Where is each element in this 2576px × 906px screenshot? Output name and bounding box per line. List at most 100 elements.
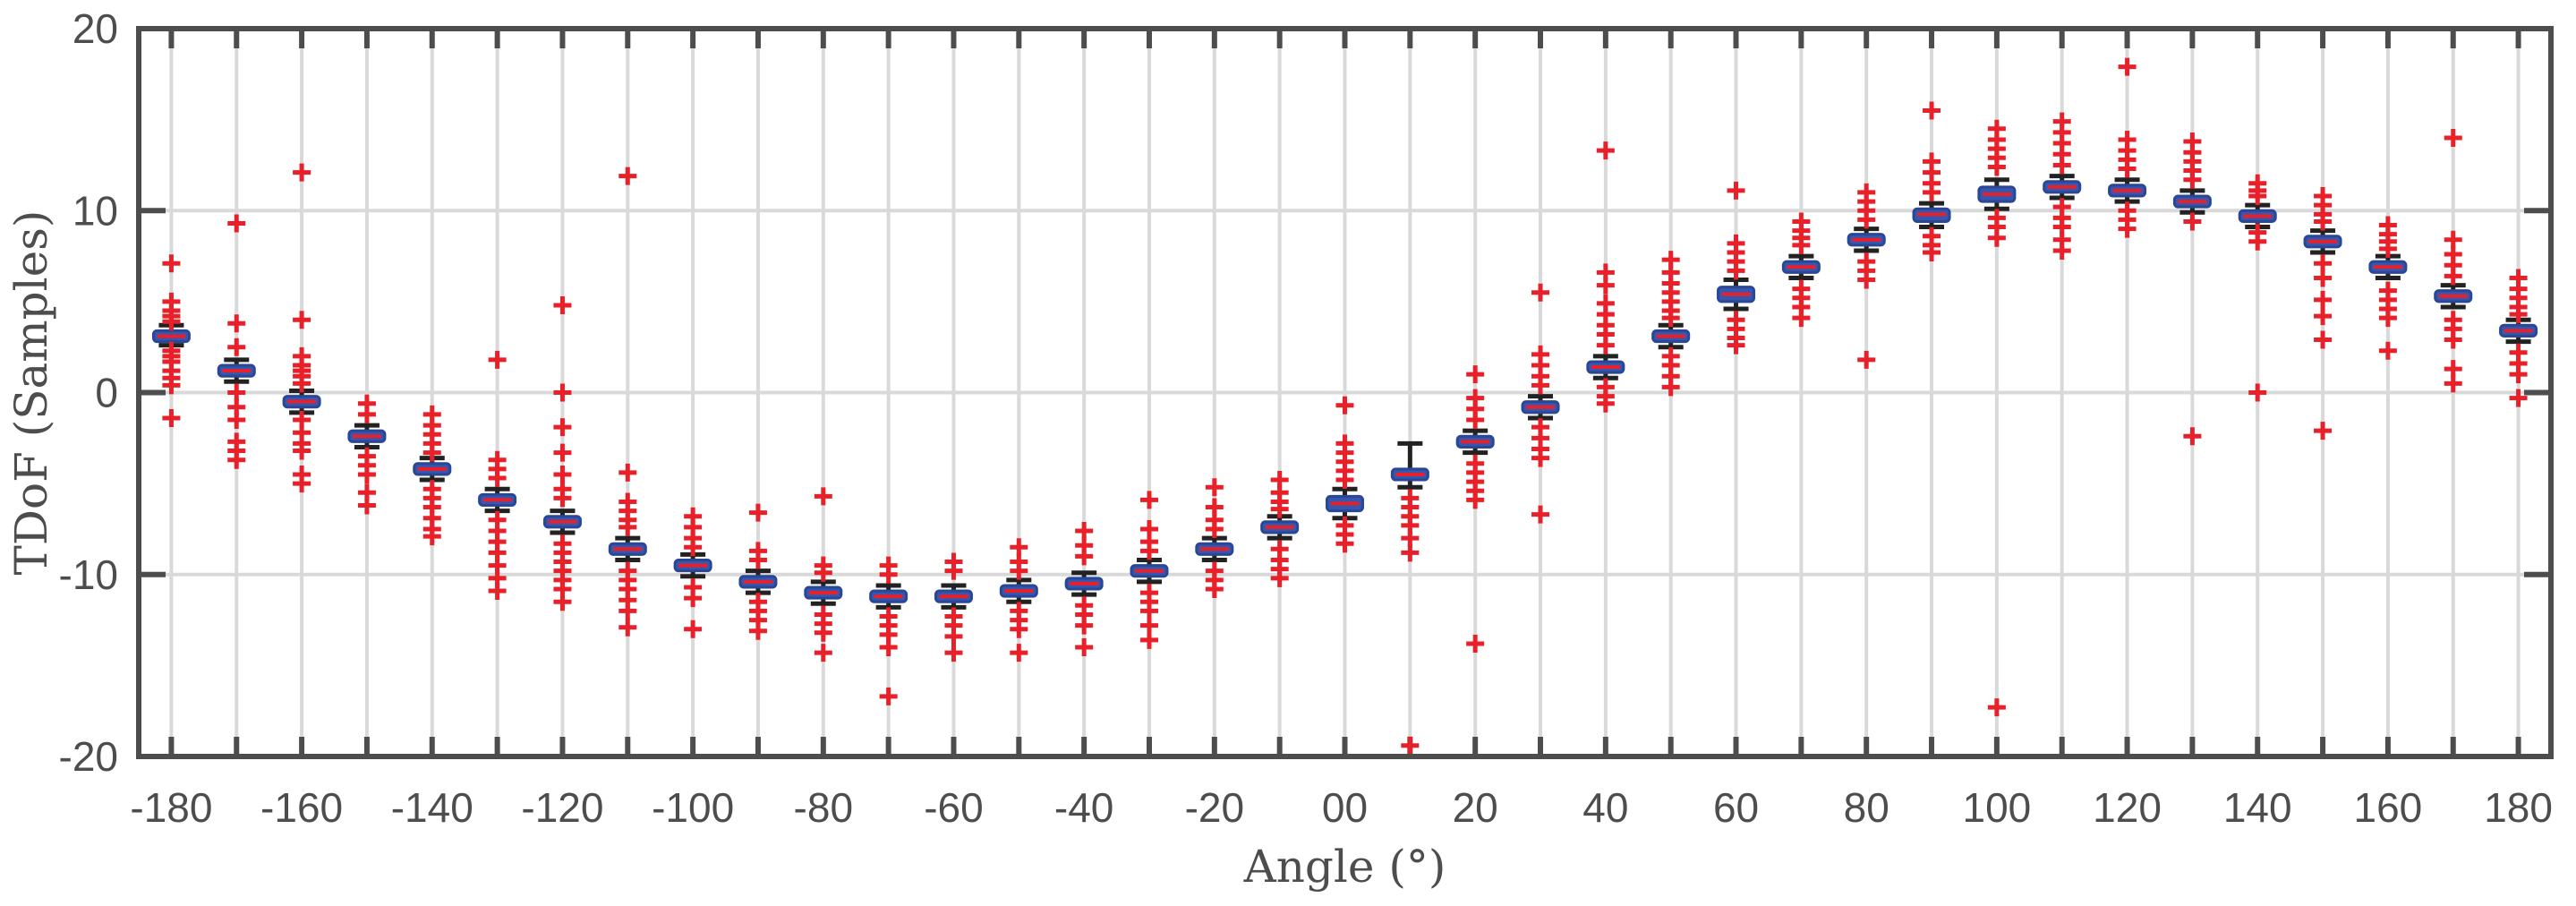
box-plot (2043, 174, 2082, 201)
outlier-marker (293, 374, 311, 393)
outlier-marker (488, 469, 507, 488)
outlier-marker (1466, 410, 1485, 429)
x-tick-label: -60 (924, 784, 983, 831)
x-tick-label: -100 (652, 784, 734, 831)
outlier-marker (1857, 270, 1876, 289)
x-tick-label: 80 (1844, 784, 1889, 831)
box-plot (2368, 253, 2408, 280)
outlier-marker (1923, 183, 1941, 201)
outlier-marker (2248, 232, 2267, 251)
x-tick-label: 100 (1963, 784, 2032, 831)
outlier-marker (2444, 128, 2462, 147)
outlier-marker (2444, 330, 2462, 349)
plot-area-frame (136, 26, 2554, 759)
box-plot (999, 577, 1038, 604)
box-plot (2108, 177, 2147, 204)
x-tick-label: 140 (2223, 784, 2292, 831)
y-tick-label: 0 (95, 370, 118, 416)
outlier-marker (162, 312, 181, 331)
outlier-marker (2378, 341, 2397, 360)
y-tick-label: -20 (59, 733, 118, 780)
outlier-marker (2314, 212, 2333, 231)
outlier-marker (1987, 698, 2006, 717)
outlier-marker (2183, 427, 2202, 446)
x-tick-label: -180 (130, 784, 212, 831)
outlier-marker (2509, 365, 2528, 384)
outlier-marker (1531, 505, 1550, 524)
box-plot (1195, 535, 1234, 562)
box-plot (1260, 514, 1300, 541)
outlier-marker (814, 487, 832, 506)
outlier-marker (879, 565, 898, 584)
outlier-marker (2378, 309, 2397, 328)
outlier-marker (2314, 422, 2333, 440)
outlier-marker (1792, 309, 1811, 328)
box-plot (1586, 354, 1625, 380)
outlier-marker (1466, 634, 1485, 653)
outlier-marker (2444, 374, 2462, 393)
outlier-marker (944, 644, 963, 662)
outlier-marker (1075, 638, 1094, 657)
outlier-marker (2248, 186, 2267, 205)
outlier-marker (748, 551, 767, 569)
grid-lines (139, 27, 2551, 758)
outlier-marker (1466, 491, 1485, 509)
outlier-marker (1531, 283, 1550, 302)
y-tick-label: 10 (73, 187, 118, 234)
x-tick-label: 180 (2484, 784, 2553, 831)
box-plot (1847, 226, 1886, 253)
outlier-marker (553, 593, 572, 611)
box-series (151, 174, 2538, 610)
box-plot (1130, 557, 1169, 585)
outlier-marker (553, 443, 572, 462)
axis-ticks (139, 26, 2551, 759)
box-plot (608, 535, 647, 562)
outlier-marker (1335, 534, 1354, 553)
outlier-marker (293, 474, 311, 493)
box-plot (478, 486, 517, 514)
x-tick-label: 160 (2354, 784, 2423, 831)
outlier-marker (2314, 290, 2333, 309)
box-plot (2303, 228, 2342, 255)
outlier-marker (2248, 383, 2267, 402)
outlier-marker (488, 350, 507, 369)
outlier-marker (1010, 620, 1028, 638)
outlier-marker (2052, 156, 2071, 175)
outlier-marker (1987, 158, 2006, 176)
box-plot (804, 579, 843, 606)
outlier-marker (1335, 396, 1354, 415)
outlier-marker (2314, 307, 2333, 326)
x-tick-label: -140 (391, 784, 473, 831)
outlier-marker (1139, 491, 1158, 509)
outlier-marker (227, 450, 246, 469)
outlier-marker (227, 410, 246, 429)
outlier-marker (684, 589, 703, 608)
box-plot (2434, 283, 2473, 310)
outlier-marker (618, 463, 637, 482)
outlier-marker (1139, 542, 1158, 560)
box-plot (934, 583, 973, 610)
outlier-marker (2183, 212, 2202, 231)
outlier-marker (1857, 350, 1876, 369)
outlier-marker (1857, 210, 1876, 229)
y-tick-labels: -20 -10 0 10 20 (59, 5, 118, 780)
outlier-marker (814, 623, 832, 642)
box-plot (1390, 440, 1429, 490)
outlier-marker (814, 563, 832, 582)
box-plot (542, 509, 582, 535)
box-plot (217, 357, 256, 384)
outlier-marker (1596, 141, 1615, 160)
outlier-marker (1401, 543, 1420, 562)
x-tick-labels: -180 -160 -140 -120 -100 -80 -60 -40 -20 00 20 40 60… (130, 784, 2553, 831)
box-plot (1912, 201, 1951, 230)
outlier-marker (2183, 170, 2202, 189)
outlier-marker (488, 582, 507, 601)
outlier-marker (1661, 309, 1680, 328)
outlier-marker (162, 376, 181, 395)
outlier-marker (2509, 305, 2528, 324)
outlier-marker (2314, 269, 2333, 287)
outlier-marker (1139, 630, 1158, 649)
outlier-marker (2118, 219, 2137, 238)
x-tick-label: -20 (1185, 784, 1244, 831)
